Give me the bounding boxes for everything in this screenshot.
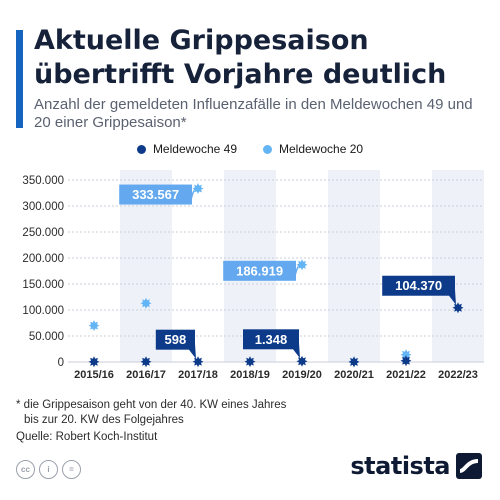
data-label-box — [223, 260, 296, 281]
x-tick-label: 2016/17 — [126, 369, 166, 381]
point-kw20 — [296, 259, 308, 271]
point-kw49 — [88, 356, 100, 368]
y-tick-label: 350.000 — [22, 175, 64, 187]
y-tick-label: 150.000 — [22, 279, 64, 291]
data-label-pointer — [189, 343, 196, 359]
x-tick-label: 2020/21 — [334, 369, 374, 381]
cc-icon[interactable]: cc — [16, 460, 35, 479]
point-kw49 — [192, 356, 204, 368]
data-label: 598 — [165, 332, 187, 347]
data-label-box — [155, 329, 195, 350]
data-label-pointer — [290, 261, 300, 281]
data-label: 104.370 — [395, 278, 442, 293]
y-tick-label: 200.000 — [22, 253, 64, 265]
attribution-icon[interactable]: i — [39, 460, 58, 479]
legend-marker-kw49 — [136, 144, 146, 154]
chart-title: Aktuelle Grippesaison übertrifft Vorjahr… — [34, 25, 447, 90]
legend-item-kw49: Meldewoche 49 — [136, 142, 237, 156]
y-tick-label: 100.000 — [22, 305, 64, 317]
data-label: 1.348 — [255, 332, 288, 347]
chart-subtitle: Anzahl der gemeldeten Influenzafälle in … — [34, 96, 473, 131]
data-label-pointer — [449, 289, 456, 305]
data-label-box — [243, 329, 299, 350]
y-tick-label: 250.000 — [22, 227, 64, 239]
point-kw20 — [140, 297, 152, 309]
x-tick-label: 2018/19 — [230, 369, 270, 381]
point-kw49 — [400, 355, 412, 367]
legend-marker-kw20 — [263, 144, 272, 154]
no-derivatives-icon[interactable]: = — [62, 460, 81, 479]
y-tick-label: 0 — [58, 357, 64, 369]
point-kw49 — [244, 356, 256, 368]
x-tick-label: 2019/20 — [282, 369, 322, 381]
statista-mark-icon — [456, 453, 482, 479]
x-tick-label: 2022/23 — [438, 369, 478, 381]
point-kw49 — [348, 356, 360, 368]
x-tick-label: 2015/16 — [74, 369, 114, 381]
legend: Meldewoche 49 Meldewoche 20 — [0, 142, 500, 156]
footnote-line-1: * die Grippesaison geht von der 40. KW e… — [16, 399, 287, 411]
data-label-pointer — [186, 185, 196, 205]
x-tick-label: 2021/22 — [386, 369, 426, 381]
point-kw20 — [88, 320, 100, 332]
x-tick-label: 2017/18 — [178, 369, 218, 381]
data-label: 186.919 — [236, 263, 283, 278]
point-kw49 — [452, 302, 464, 314]
license-icons: cc i = — [16, 460, 81, 479]
title-accent-bar — [16, 30, 23, 128]
data-label-pointer — [293, 343, 300, 359]
source-note: Quelle: Robert Koch-Institut — [16, 431, 158, 443]
y-tick-label: 300.000 — [22, 201, 64, 213]
brand-name: statista — [350, 452, 450, 480]
point-kw20 — [192, 183, 204, 194]
legend-label-kw20: Meldewoche 20 — [279, 142, 364, 156]
point-kw49 — [296, 355, 308, 367]
footnote: * die Grippesaison geht von der 40. KW e… — [16, 398, 346, 428]
legend-label-kw49: Meldewoche 49 — [152, 142, 237, 156]
data-label-box — [382, 275, 455, 296]
legend-item-kw20: Meldewoche 20 — [263, 142, 363, 156]
data-label: 333.567 — [132, 187, 179, 202]
category-band — [432, 170, 484, 362]
footnote-line-2: bis zur 20. KW des Folgejahres — [24, 414, 184, 426]
brand-logo[interactable]: statista — [350, 452, 482, 480]
point-kw49 — [140, 356, 152, 368]
data-label-box — [119, 184, 192, 205]
y-tick-label: 50.000 — [29, 331, 64, 343]
scatter-chart: 0 50.000 100.000 150.000 200.000 250.000 300.0… — [22, 170, 484, 381]
category-band — [328, 170, 380, 362]
